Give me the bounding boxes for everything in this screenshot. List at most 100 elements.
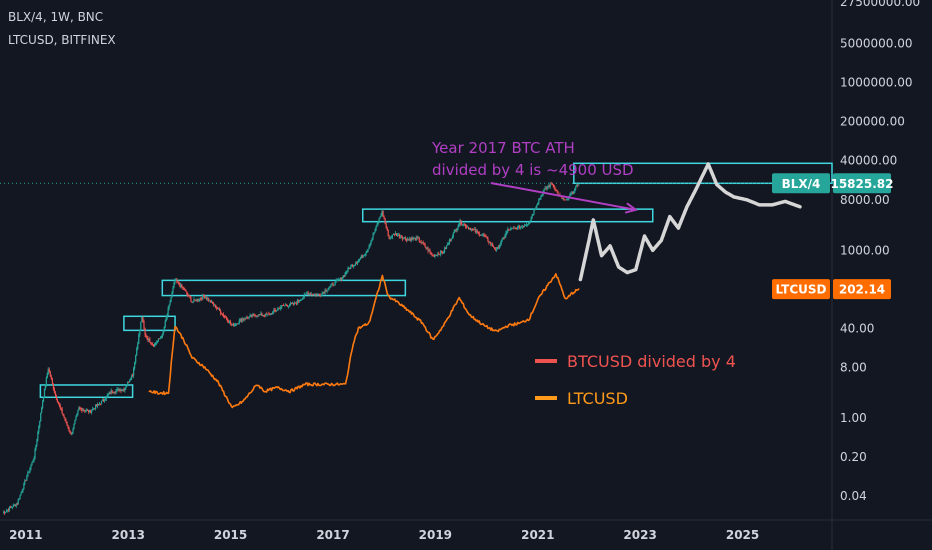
candle-body <box>212 301 214 304</box>
candle-body <box>410 237 412 241</box>
candle-body <box>487 238 489 242</box>
candle-body <box>180 284 182 287</box>
candle-body <box>229 321 232 324</box>
candle-body <box>484 235 486 237</box>
candle-body <box>529 220 531 224</box>
candle-body <box>191 301 193 303</box>
chart-legend[interactable]: BTCUSD divided by 4 LTCUSD <box>535 352 736 408</box>
candle-body <box>265 313 267 317</box>
badge-name: BLX/4 <box>782 177 821 191</box>
candle-body <box>113 392 115 394</box>
series-ltcusd[interactable] <box>148 273 580 409</box>
candle-body <box>127 381 129 385</box>
candle-body <box>562 198 564 200</box>
candle-body <box>518 225 520 227</box>
candle-body <box>184 289 186 291</box>
x-tick-label: 2015 <box>214 528 247 542</box>
candle-body <box>19 495 21 500</box>
candle-body <box>55 395 58 400</box>
candle-body <box>427 248 429 252</box>
y-tick-label: 40000.00 <box>840 154 897 168</box>
candle-body <box>249 315 251 317</box>
candle-body <box>302 297 304 298</box>
candle-body <box>205 297 207 299</box>
candle-body <box>61 409 63 414</box>
compare-symbol-title[interactable]: LTCUSD, BITFINEX <box>8 33 116 47</box>
candle-body <box>374 229 376 233</box>
candle-body <box>185 290 187 292</box>
badge-name-bg <box>772 173 830 194</box>
candle-body <box>176 279 178 282</box>
candle-body <box>341 278 343 281</box>
candle-body <box>395 233 398 236</box>
candle-body <box>284 305 286 307</box>
candle-body <box>91 410 93 413</box>
price-axis[interactable]: 27500000.00 5000000.00 1000000.00 200000.00… <box>831 0 920 550</box>
candle-body <box>501 238 503 241</box>
symbol-title[interactable]: BLX/4, 1W, BNC <box>8 10 104 24</box>
zone-box[interactable] <box>361 208 654 223</box>
candle-body <box>116 389 118 391</box>
candle-body <box>277 308 279 311</box>
candle-body <box>571 191 573 194</box>
candle-body <box>175 279 177 281</box>
candle-body <box>186 291 188 295</box>
candle-body <box>80 408 82 409</box>
candle-body <box>50 376 52 380</box>
candle-body <box>154 343 157 345</box>
candle-body <box>52 383 55 390</box>
candle-body <box>218 308 220 310</box>
candle-body <box>288 305 291 307</box>
candle-body <box>20 492 22 496</box>
candle-body <box>443 248 446 253</box>
ath-annotation[interactable]: Year 2017 BTC ATH divided by 4 is ~4900 U… <box>431 139 639 214</box>
candle-body <box>446 244 449 246</box>
candle-body <box>401 237 403 240</box>
candle-body <box>155 342 158 344</box>
candle-body <box>179 284 181 287</box>
candle-body <box>535 207 537 210</box>
candle-body <box>152 344 154 345</box>
candle-body <box>394 233 397 235</box>
zone-box[interactable] <box>123 315 176 332</box>
candle-body <box>450 238 452 241</box>
candle-body <box>517 226 519 230</box>
candle-body <box>491 243 493 245</box>
candle-body <box>9 507 12 508</box>
candle-body <box>279 307 281 309</box>
candle-body <box>111 390 113 393</box>
candle-body <box>224 316 227 318</box>
candle-body <box>381 210 383 216</box>
candle-body <box>188 295 190 297</box>
candle-body <box>142 316 144 322</box>
candle-body <box>492 243 494 247</box>
candle-body <box>73 423 75 429</box>
candle-body <box>114 392 116 394</box>
series-projection[interactable] <box>578 162 802 282</box>
candle-body <box>76 413 78 417</box>
candle-body <box>194 299 196 301</box>
candle-body <box>103 400 105 402</box>
candle-body <box>294 302 297 304</box>
candle-body <box>313 294 315 295</box>
candle-body <box>478 232 480 236</box>
candle-body <box>123 389 125 391</box>
candle-body <box>245 316 247 319</box>
price-badge-ltcusd[interactable]: LTCUSD 202.14 <box>772 279 891 300</box>
zone-box[interactable] <box>161 279 407 297</box>
candle-body <box>89 410 91 413</box>
candle-body <box>342 275 344 279</box>
series-btcusd-divided-by-4[interactable] <box>3 181 580 516</box>
zone-box[interactable] <box>39 384 134 399</box>
candle-body <box>227 321 230 323</box>
candle-body <box>99 403 102 405</box>
zone-box[interactable] <box>573 162 833 185</box>
candle-body <box>396 235 398 236</box>
price-badge-blx-4[interactable]: BLX/4 15825.82 <box>772 173 894 194</box>
candle-body <box>230 323 233 325</box>
candle-body <box>101 399 104 402</box>
candle-body <box>506 231 508 233</box>
candle-body <box>141 316 143 322</box>
time-axis[interactable]: 2011 2013 2015 2017 2019 2021 2023 2025 <box>0 519 932 542</box>
